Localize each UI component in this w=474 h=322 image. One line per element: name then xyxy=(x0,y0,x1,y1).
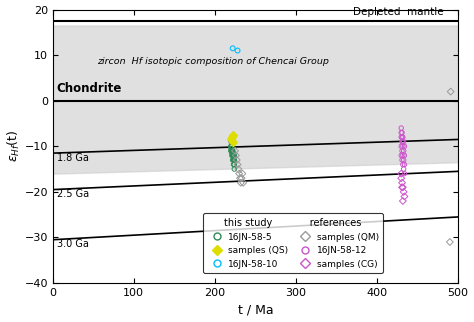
Point xyxy=(227,148,235,153)
Point xyxy=(231,148,239,153)
Text: 2.5 Ga: 2.5 Ga xyxy=(57,189,89,199)
Point xyxy=(228,135,236,140)
Point xyxy=(400,157,408,163)
Point xyxy=(400,139,408,144)
Point xyxy=(230,157,237,163)
Point xyxy=(400,189,408,194)
Point xyxy=(401,171,408,176)
Point xyxy=(447,89,455,94)
Point xyxy=(230,166,238,172)
Point xyxy=(446,240,454,245)
Point xyxy=(401,153,408,158)
Point xyxy=(227,139,235,144)
Point xyxy=(227,148,235,153)
Point xyxy=(238,171,246,176)
Point xyxy=(398,139,406,144)
Point xyxy=(229,148,237,153)
Point xyxy=(398,157,406,163)
Point xyxy=(230,153,237,158)
Point xyxy=(230,162,238,167)
Y-axis label: $\varepsilon_{Hf}$(t): $\varepsilon_{Hf}$(t) xyxy=(6,130,22,163)
Point xyxy=(399,135,407,140)
Point xyxy=(400,166,408,172)
Legend: 16JN-58-5, samples (QS), 16JN-58-10, samples (QM), 16JN-58-12, samples (CG): 16JN-58-5, samples (QS), 16JN-58-10, sam… xyxy=(203,213,383,273)
Point xyxy=(234,162,241,167)
Point xyxy=(228,144,236,149)
Point xyxy=(230,157,237,163)
Point xyxy=(398,148,406,153)
Point xyxy=(399,198,407,204)
Point xyxy=(229,153,237,158)
Point xyxy=(229,157,237,163)
Point xyxy=(237,180,245,185)
Point xyxy=(228,151,236,156)
Point xyxy=(398,185,406,190)
Point xyxy=(227,144,235,149)
Point xyxy=(397,135,405,140)
Point xyxy=(227,144,235,149)
Point xyxy=(230,153,237,158)
Point xyxy=(399,139,407,144)
Point xyxy=(229,151,237,156)
Point xyxy=(397,144,405,149)
Point xyxy=(239,180,247,185)
Point xyxy=(397,175,405,181)
X-axis label: t / Ma: t / Ma xyxy=(237,303,273,317)
Point xyxy=(229,153,237,158)
Point xyxy=(397,126,405,131)
Point xyxy=(230,157,238,163)
Point xyxy=(401,194,408,199)
Point xyxy=(228,148,236,153)
Point xyxy=(399,185,407,190)
Point xyxy=(230,132,237,137)
Point xyxy=(398,180,406,185)
Point xyxy=(238,175,246,181)
Point xyxy=(236,175,244,181)
Point xyxy=(400,148,408,153)
Point xyxy=(397,130,405,135)
Point xyxy=(233,157,240,163)
Point xyxy=(235,166,242,172)
Point xyxy=(230,162,237,167)
Text: Depleted  mantle: Depleted mantle xyxy=(353,7,443,17)
Point xyxy=(230,151,237,156)
Text: Chondrite: Chondrite xyxy=(57,82,122,95)
Point xyxy=(230,153,238,158)
Point xyxy=(230,157,238,163)
Point xyxy=(229,153,237,158)
Point xyxy=(397,153,405,158)
Point xyxy=(227,137,235,142)
Point xyxy=(229,139,237,144)
Point xyxy=(227,144,235,149)
Point xyxy=(398,130,406,135)
Point xyxy=(230,155,238,160)
Point xyxy=(399,153,407,158)
Point xyxy=(401,144,408,149)
Point xyxy=(228,146,236,151)
Point xyxy=(227,146,235,151)
Text: 1.8 Ga: 1.8 Ga xyxy=(57,153,89,163)
Point xyxy=(232,153,240,158)
Point xyxy=(228,148,236,153)
Point xyxy=(228,148,236,153)
Point xyxy=(399,144,407,149)
Point xyxy=(401,162,408,167)
Point xyxy=(398,135,406,140)
Text: 3.0 Ga: 3.0 Ga xyxy=(57,239,89,249)
Point xyxy=(229,46,237,51)
Point xyxy=(236,171,243,176)
Point xyxy=(234,48,241,53)
Text: zircon  Hf isotopic composition of Chencai Group: zircon Hf isotopic composition of Chenca… xyxy=(97,57,329,66)
Point xyxy=(229,148,237,153)
Point xyxy=(397,171,405,176)
Point xyxy=(228,153,236,158)
Point xyxy=(399,162,407,167)
Point xyxy=(230,155,237,160)
